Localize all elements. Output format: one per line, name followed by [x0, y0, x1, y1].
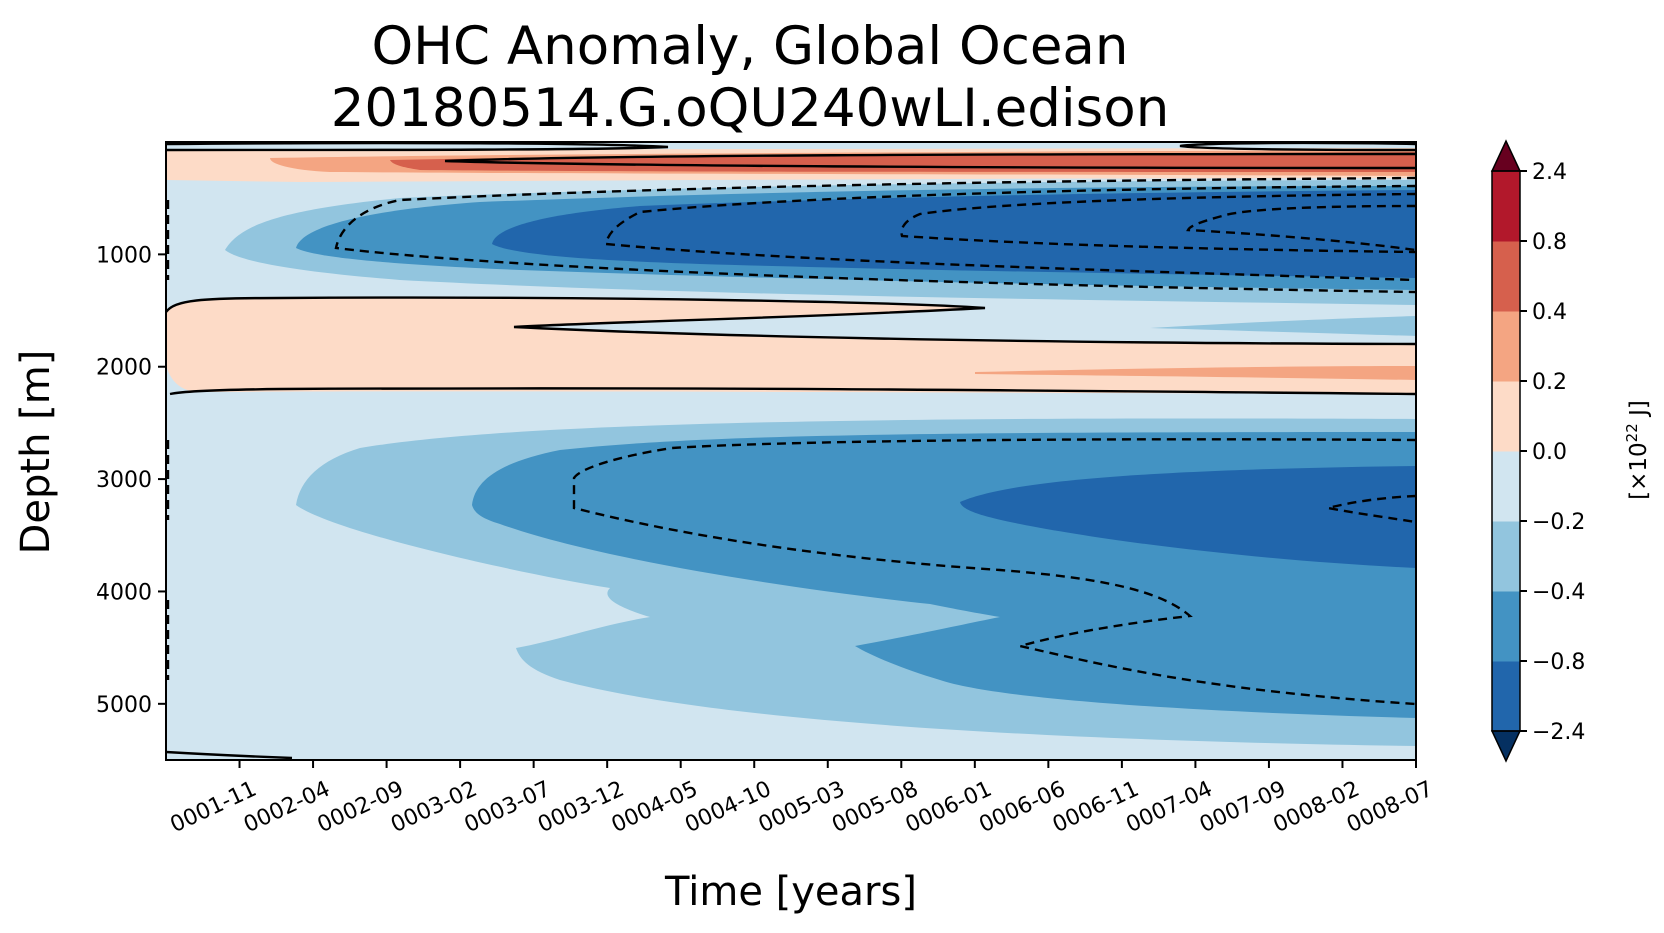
y-axis-label: Depth [m] — [13, 349, 59, 555]
colorbar-segment — [1492, 591, 1520, 662]
colorbar-segment — [1492, 381, 1520, 452]
contour-positive-bottom — [166, 750, 293, 760]
colorbar-segment — [1492, 241, 1520, 312]
chart-title: OHC Anomaly, Global Ocean — [371, 16, 1129, 77]
contour-positive-intermediate-bottom — [169, 387, 1416, 396]
contour-negative-thermocline-2 — [604, 184, 1416, 282]
colorbar-segment — [1492, 661, 1520, 732]
contour-negative-thermocline-1 — [334, 176, 1416, 294]
colorbar-segment — [1492, 311, 1520, 382]
y-tick-label: 4000 — [96, 580, 152, 605]
colorbar: −2.4 −0.8 −0.4 −0.2 0.0 0.2 0.4 0.8 2.4 — [1490, 139, 1585, 763]
contour-positive-surface — [166, 142, 669, 152]
chart-subtitle: 20180514.G.oQU240wLI.edison — [330, 78, 1170, 139]
heatmap-field — [166, 142, 1416, 760]
colorbar-tick-label: 0.8 — [1532, 230, 1567, 255]
colorbar-segment — [1492, 521, 1520, 592]
y-tick-label: 5000 — [96, 693, 152, 718]
colorbar-tick-label: 0.0 — [1532, 440, 1567, 465]
colorbar-segment — [1492, 451, 1520, 522]
contour-negative-thermocline-3 — [900, 192, 1416, 254]
colorbar-tick-label: −0.4 — [1532, 580, 1585, 605]
deep-cool-0.8 — [960, 466, 1416, 568]
contour-negative-deep — [572, 438, 1416, 706]
y-tick-label: 2000 — [96, 356, 152, 381]
thermocline-cool-0.8 — [492, 190, 1416, 278]
colorbar-tick-label: 0.2 — [1532, 370, 1567, 395]
contour-negative-thermocline-4 — [1186, 204, 1416, 252]
contour-negative-deep-core — [1327, 494, 1416, 524]
colorbar-tick-label: −2.4 — [1532, 720, 1585, 745]
y-tick-label: 3000 — [96, 468, 152, 493]
colorbar-tick-label: 2.4 — [1532, 160, 1567, 185]
colorbar-label-exponent: 22 — [1623, 423, 1642, 443]
colorbar-tick-label: 0.4 — [1532, 300, 1567, 325]
plot-frame — [165, 141, 1417, 761]
contour-positive-subsurface — [444, 152, 1416, 170]
colorbar-label-prefix: [×10 — [1625, 442, 1652, 500]
colorbar-label: [×1022 J] — [1623, 400, 1652, 500]
y-tick-label: 1000 — [96, 243, 152, 268]
colorbar-segment — [1492, 171, 1520, 242]
y-axis: 1000 2000 3000 4000 5000 — [96, 243, 166, 718]
colorbar-extend-under — [1490, 730, 1522, 763]
colorbar-tick-label: −0.2 — [1532, 510, 1585, 535]
colorbar-label-suffix: J] — [1625, 400, 1652, 424]
intermediate-warm-0.2 — [975, 366, 1416, 380]
x-axis-label: Time [years] — [665, 869, 917, 915]
intermediate-cool-sliver — [1150, 316, 1416, 336]
x-axis: 0001-110002-040002-090003-020003-070003-… — [167, 760, 1437, 838]
contour-positive-intermediate — [166, 296, 1416, 346]
colorbar-extend-over — [1490, 139, 1522, 172]
colorbar-tick-label: −0.8 — [1532, 650, 1585, 675]
